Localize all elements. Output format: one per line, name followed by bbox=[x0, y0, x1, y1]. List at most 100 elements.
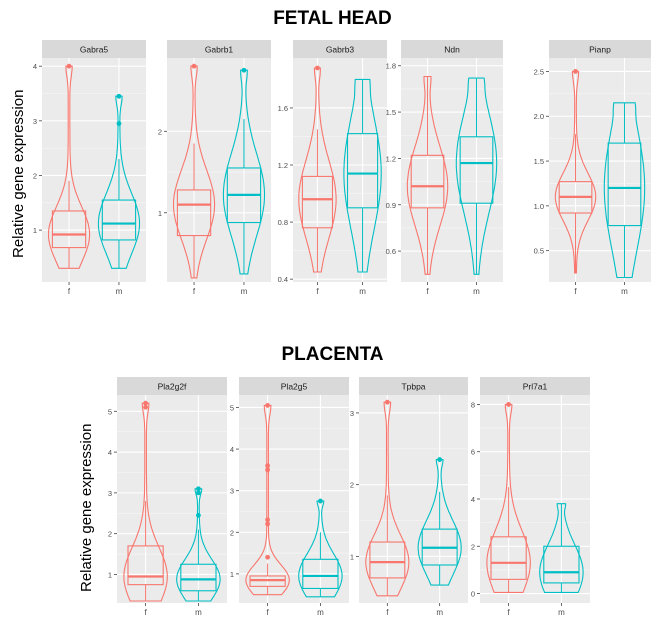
y-tick-label-pianp: 0.5 bbox=[534, 247, 544, 256]
violin-tpbpa-m bbox=[417, 459, 462, 586]
outlier-tpbpa-m bbox=[437, 457, 443, 462]
y-tick-label-pla2g5: 1 bbox=[230, 570, 234, 579]
x-tick-label-prl7a1: f bbox=[507, 608, 510, 617]
violin-pianp-m bbox=[603, 102, 646, 279]
y-tick-label-pla2g5: 5 bbox=[230, 403, 234, 412]
panel-strip-pla2g5 bbox=[239, 377, 349, 395]
panel-title-gabrb3: Gabrb3 bbox=[326, 45, 355, 55]
outlier-gabra5-f bbox=[66, 63, 72, 69]
panel-title-gabrb1: Gabrb1 bbox=[205, 45, 234, 55]
outlier-gabra5-m bbox=[116, 93, 122, 99]
x-tick-label-ndn: f bbox=[426, 287, 429, 296]
violin-gabra5-f bbox=[47, 65, 91, 269]
y-tick-label-gabrb3: 0.4 bbox=[278, 275, 288, 284]
outlier-pla2g2f-m bbox=[196, 490, 201, 496]
panel-title-tpbpa: Tpbpa bbox=[401, 382, 425, 392]
violin-prl7a1-m bbox=[539, 503, 584, 593]
y-tick-label-pianp: 1.0 bbox=[534, 202, 544, 211]
panel-title-pla2g5: Pla2g5 bbox=[281, 382, 308, 392]
placenta-title: PLACENTA bbox=[281, 344, 384, 365]
x-tick-label-gabra5: m bbox=[116, 287, 123, 296]
x-tick-label-pianp: f bbox=[574, 287, 577, 296]
y-tick-label-gabrb1: 2 bbox=[158, 127, 162, 136]
x-tick-label-pla2g2f: f bbox=[144, 608, 147, 617]
violin-prl7a1-f bbox=[486, 403, 531, 593]
box-prl7a1-m bbox=[543, 545, 580, 584]
y-tick-label-gabrb3: 1.2 bbox=[278, 161, 288, 170]
x-tick-label-gabra5: f bbox=[68, 287, 71, 296]
outlier-pla2g5-f bbox=[265, 463, 270, 469]
panel-bg-pla2g5 bbox=[239, 395, 349, 603]
y-tick-label-pla2g5: 4 bbox=[230, 445, 234, 454]
y-tick-label-prl7a1: 4 bbox=[471, 495, 475, 504]
outlier-tpbpa-f bbox=[384, 399, 390, 405]
x-tick-label-prl7a1: m bbox=[558, 608, 565, 617]
panel-bg-gabra5 bbox=[42, 58, 146, 282]
y-tick-label-tpbpa: 3 bbox=[350, 409, 354, 418]
panel-bg-gabrb1 bbox=[167, 58, 271, 282]
violin-gabra5-m bbox=[97, 95, 141, 269]
outlier-pla2g5-f bbox=[265, 467, 270, 473]
panel-title-pla2g2f: Pla2g2f bbox=[158, 382, 187, 392]
x-tick-label-tpbpa: f bbox=[386, 608, 389, 617]
x-tick-label-pianp: m bbox=[621, 287, 628, 296]
y-tick-label-tpbpa: 1 bbox=[350, 552, 354, 561]
panel-strip-gabra5 bbox=[42, 40, 146, 58]
x-tick-label-gabrb3: f bbox=[316, 287, 319, 296]
fetal-head-title: FETAL HEAD bbox=[273, 8, 392, 29]
outlier-pla2g5-f bbox=[265, 517, 270, 523]
x-tick-label-gabrb3: m bbox=[359, 287, 366, 296]
panel-bg-tpbpa bbox=[359, 395, 468, 603]
x-tick-label-pla2g5: m bbox=[317, 608, 324, 617]
y-tick-label-prl7a1: 2 bbox=[471, 542, 475, 551]
panel-title-ndn: Ndn bbox=[444, 45, 460, 55]
y-tick-label-pianp: 1.5 bbox=[534, 157, 544, 166]
panel-bg-gabrb3 bbox=[293, 58, 387, 282]
panel-strip-gabrb1 bbox=[167, 40, 271, 58]
y-tick-label-pla2g2f: 5 bbox=[108, 407, 112, 416]
outlier-gabrb1-f bbox=[191, 63, 197, 69]
violin-ndn-m bbox=[455, 77, 498, 275]
y-tick-label-pla2g2f: 4 bbox=[108, 448, 112, 457]
panel-title-prl7a1: Prl7a1 bbox=[523, 382, 548, 392]
box-pla2g5-m bbox=[302, 558, 339, 589]
y-tick-label-gabrb1: 1 bbox=[158, 209, 162, 218]
violin-gabrb1-m bbox=[222, 69, 266, 275]
outlier-prl7a1-f bbox=[506, 402, 511, 407]
outlier-pla2g5-m bbox=[318, 498, 323, 504]
violin-pianp-f bbox=[554, 70, 597, 274]
outlier-pla2g2f-m bbox=[196, 486, 201, 492]
y-tick-label-prl7a1: 0 bbox=[471, 590, 475, 599]
box-pianp-m bbox=[607, 142, 642, 227]
outlier-gabra5-m bbox=[116, 121, 122, 126]
y-tick-label-gabra5: 3 bbox=[33, 117, 37, 126]
y-tick-label-prl7a1: 6 bbox=[471, 448, 475, 457]
outlier-pla2g2f-f bbox=[143, 400, 149, 406]
y-tick-label-gabrb3: 0.8 bbox=[278, 218, 288, 227]
violin-pla2g5-f bbox=[245, 404, 290, 596]
y-tick-label-pla2g5: 2 bbox=[230, 528, 234, 537]
outlier-gabrb3-f bbox=[315, 65, 320, 71]
outlier-gabrb1-m bbox=[241, 67, 247, 73]
box-ndn-m bbox=[459, 136, 494, 204]
y-tick-label-pla2g2f: 2 bbox=[108, 530, 112, 539]
outlier-pianp-f bbox=[573, 69, 578, 74]
box-gabra5-m bbox=[101, 199, 137, 241]
y-tick-label-pianp: 2.0 bbox=[534, 112, 544, 121]
panel-bg-ndn bbox=[401, 58, 503, 282]
y-tick-label-gabra5: 4 bbox=[33, 62, 37, 71]
violin-pla2g2f-f bbox=[123, 402, 168, 602]
y-tick-label-gabra5: 2 bbox=[33, 171, 37, 180]
x-tick-label-ndn: m bbox=[473, 287, 480, 296]
panel-strip-tpbpa bbox=[359, 377, 468, 395]
panel-bg-pianp bbox=[549, 58, 651, 282]
violin-gabrb3-f bbox=[298, 67, 337, 273]
y-tick-label-pla2g2f: 3 bbox=[108, 489, 112, 498]
outlier-pla2g5-f bbox=[265, 521, 270, 527]
y-tick-label-pianp: 2.5 bbox=[534, 67, 544, 76]
y-tick-label-gabra5: 1 bbox=[33, 226, 37, 235]
x-tick-label-gabrb1: m bbox=[241, 287, 248, 296]
x-tick-label-pla2g5: f bbox=[266, 608, 269, 617]
violin-pla2g5-m bbox=[298, 500, 343, 598]
outlier-pla2g2f-m bbox=[196, 512, 201, 518]
